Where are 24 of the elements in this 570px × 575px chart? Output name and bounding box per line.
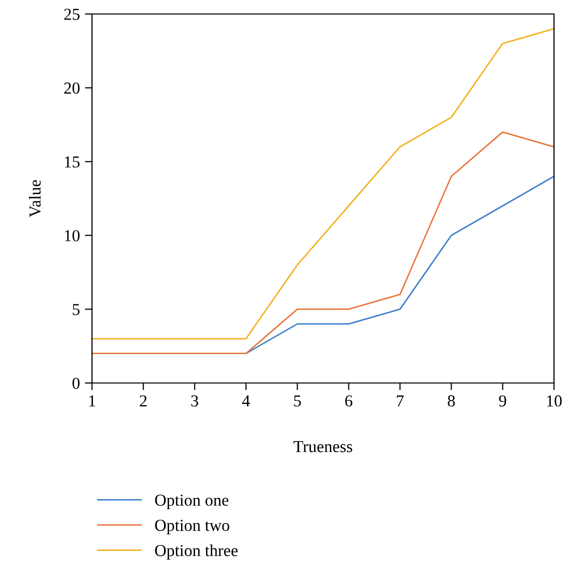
x-tick-label: 2 [140,395,147,406]
x-tick-label: 4 [242,395,250,406]
x-tick-label: 10 [547,395,562,407]
y-tick-label: 0 [72,378,80,389]
y-tick-label: 5 [72,304,80,316]
legend-label: Option three [155,544,238,560]
x-axis-title: Trueness [294,441,352,452]
line-series [91,28,555,340]
x-tick-label: 7 [396,395,404,406]
y-tick-label: 20 [64,82,80,94]
x-tick-label: 8 [448,395,455,407]
y-tick-label: 25 [64,8,80,20]
x-tick-label: 9 [499,395,506,407]
legend-label: Option two [155,520,230,534]
line-series [91,131,555,354]
x-tick-label: 3 [191,395,198,407]
x-tick-label: 6 [345,395,352,407]
legend-label: Option one [155,494,228,510]
y-tick-label: 15 [64,156,80,168]
x-tick-label: 5 [294,395,301,407]
y-axis-title: Value [28,180,41,218]
line-series [245,176,555,354]
x-tick-label: 1 [89,395,96,406]
y-tick-label: 10 [64,230,80,242]
